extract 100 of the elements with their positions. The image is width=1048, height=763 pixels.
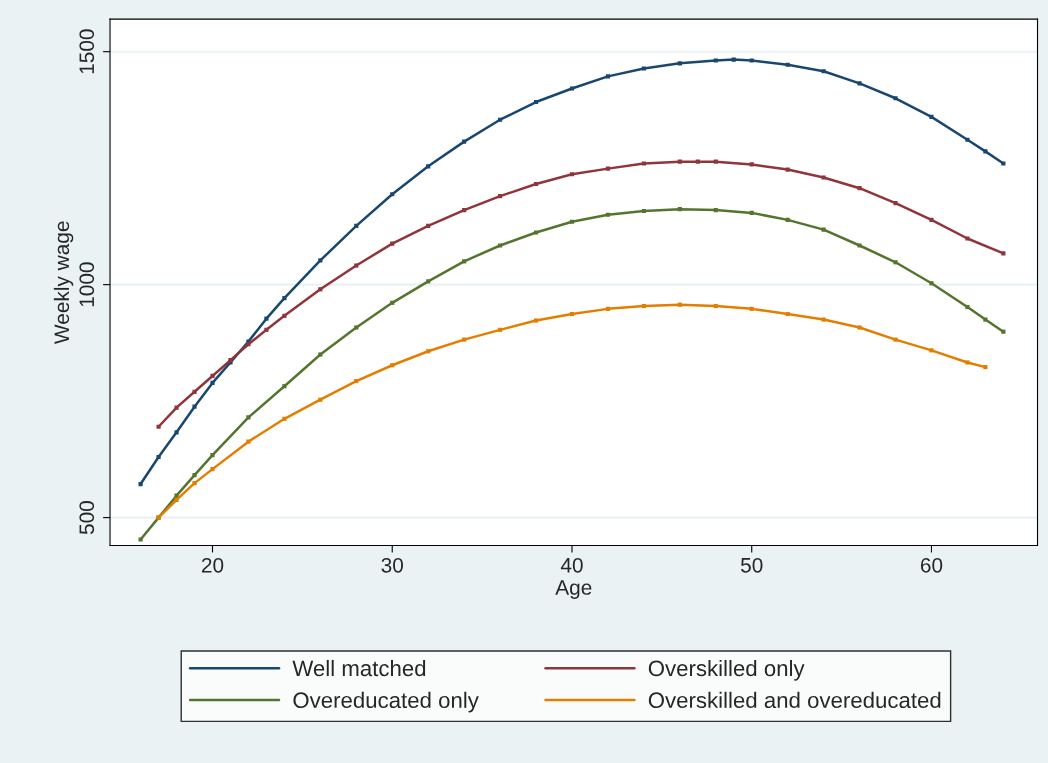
point [426,164,431,169]
point [390,241,395,246]
point [677,302,682,307]
x-tick-label: 60 [920,557,943,573]
point [677,207,682,212]
y-tick-label: 1000 [79,262,95,307]
point [192,481,197,486]
point [713,58,718,63]
point [462,259,467,264]
point [210,467,215,472]
point [264,327,269,332]
point [390,192,395,197]
point [605,306,611,311]
point [641,66,646,71]
x-tick-label: 40 [560,557,583,573]
point [893,337,898,342]
point [1001,251,1006,256]
point [426,223,431,229]
point [857,186,862,191]
point [569,172,575,177]
point [498,243,503,248]
point [785,62,790,67]
x-tick-label: 30 [381,557,404,573]
point [156,424,161,429]
point [713,208,718,213]
point [156,454,161,460]
point [354,263,359,268]
point [821,69,826,74]
x-axis-title: Age [555,580,592,599]
point [354,223,359,229]
point [1001,161,1006,166]
point [749,162,754,167]
legend-label: Overskilled and overeducated [648,691,941,709]
point [965,360,970,365]
point [282,416,287,421]
point [390,300,395,305]
legend-label: Overeducated only [293,691,479,713]
point [821,227,826,232]
point [695,159,700,164]
legend-label: Overskilled only [648,659,805,681]
legend-label: Well matched [292,659,426,677]
point [192,404,197,409]
point [138,481,143,487]
point [641,161,646,166]
point [354,379,359,384]
point [282,313,287,318]
point [426,349,431,354]
point [318,258,323,263]
point [282,384,287,389]
point [318,397,323,402]
point [354,325,359,330]
point [533,230,539,235]
point [893,260,898,265]
point [857,81,862,86]
point [785,167,790,172]
point [965,304,970,310]
point [533,99,539,105]
point [210,453,215,458]
point [210,373,215,379]
point [677,61,682,66]
point [929,114,934,119]
point [569,86,575,91]
point [983,365,988,370]
point [192,473,197,478]
y-axis-title: Weekly wage [53,221,74,344]
point [857,243,862,248]
point [605,212,611,217]
point [1001,329,1006,334]
point [929,217,934,222]
point [174,430,179,435]
point [174,497,179,502]
point [893,201,898,206]
point [138,537,143,542]
point [713,159,718,164]
point [569,219,575,224]
point [605,166,611,171]
point [318,352,323,357]
point [677,159,682,164]
x-tick-label: 20 [201,557,224,573]
point [785,311,790,317]
point [318,287,323,292]
point [210,380,215,386]
point [246,439,251,444]
point [174,405,179,410]
point [821,175,826,180]
point [426,279,431,284]
y-tick-label: 1500 [79,29,95,74]
point [929,281,934,286]
point [749,210,754,215]
point [569,311,575,317]
point [641,303,646,309]
point [965,236,970,241]
point [462,337,467,342]
point [498,194,503,199]
point [731,57,736,62]
point [965,137,970,142]
point [462,139,467,144]
point [929,348,934,353]
point [192,389,197,394]
point [641,208,646,214]
